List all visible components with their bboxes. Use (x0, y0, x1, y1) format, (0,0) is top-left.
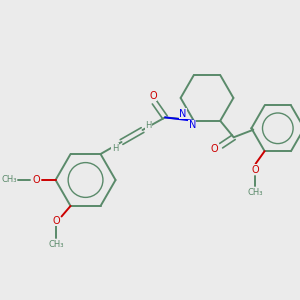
Text: N: N (189, 120, 196, 130)
Text: O: O (251, 165, 259, 175)
Text: CH₃: CH₃ (247, 188, 263, 197)
Text: H: H (145, 121, 152, 130)
Text: O: O (211, 144, 218, 154)
Text: CH₃: CH₃ (1, 176, 17, 184)
Text: O: O (32, 175, 40, 185)
Text: CH₃: CH₃ (48, 241, 64, 250)
Text: O: O (52, 216, 60, 226)
Text: H: H (112, 143, 118, 152)
Text: N: N (179, 109, 186, 118)
Text: O: O (149, 91, 157, 101)
